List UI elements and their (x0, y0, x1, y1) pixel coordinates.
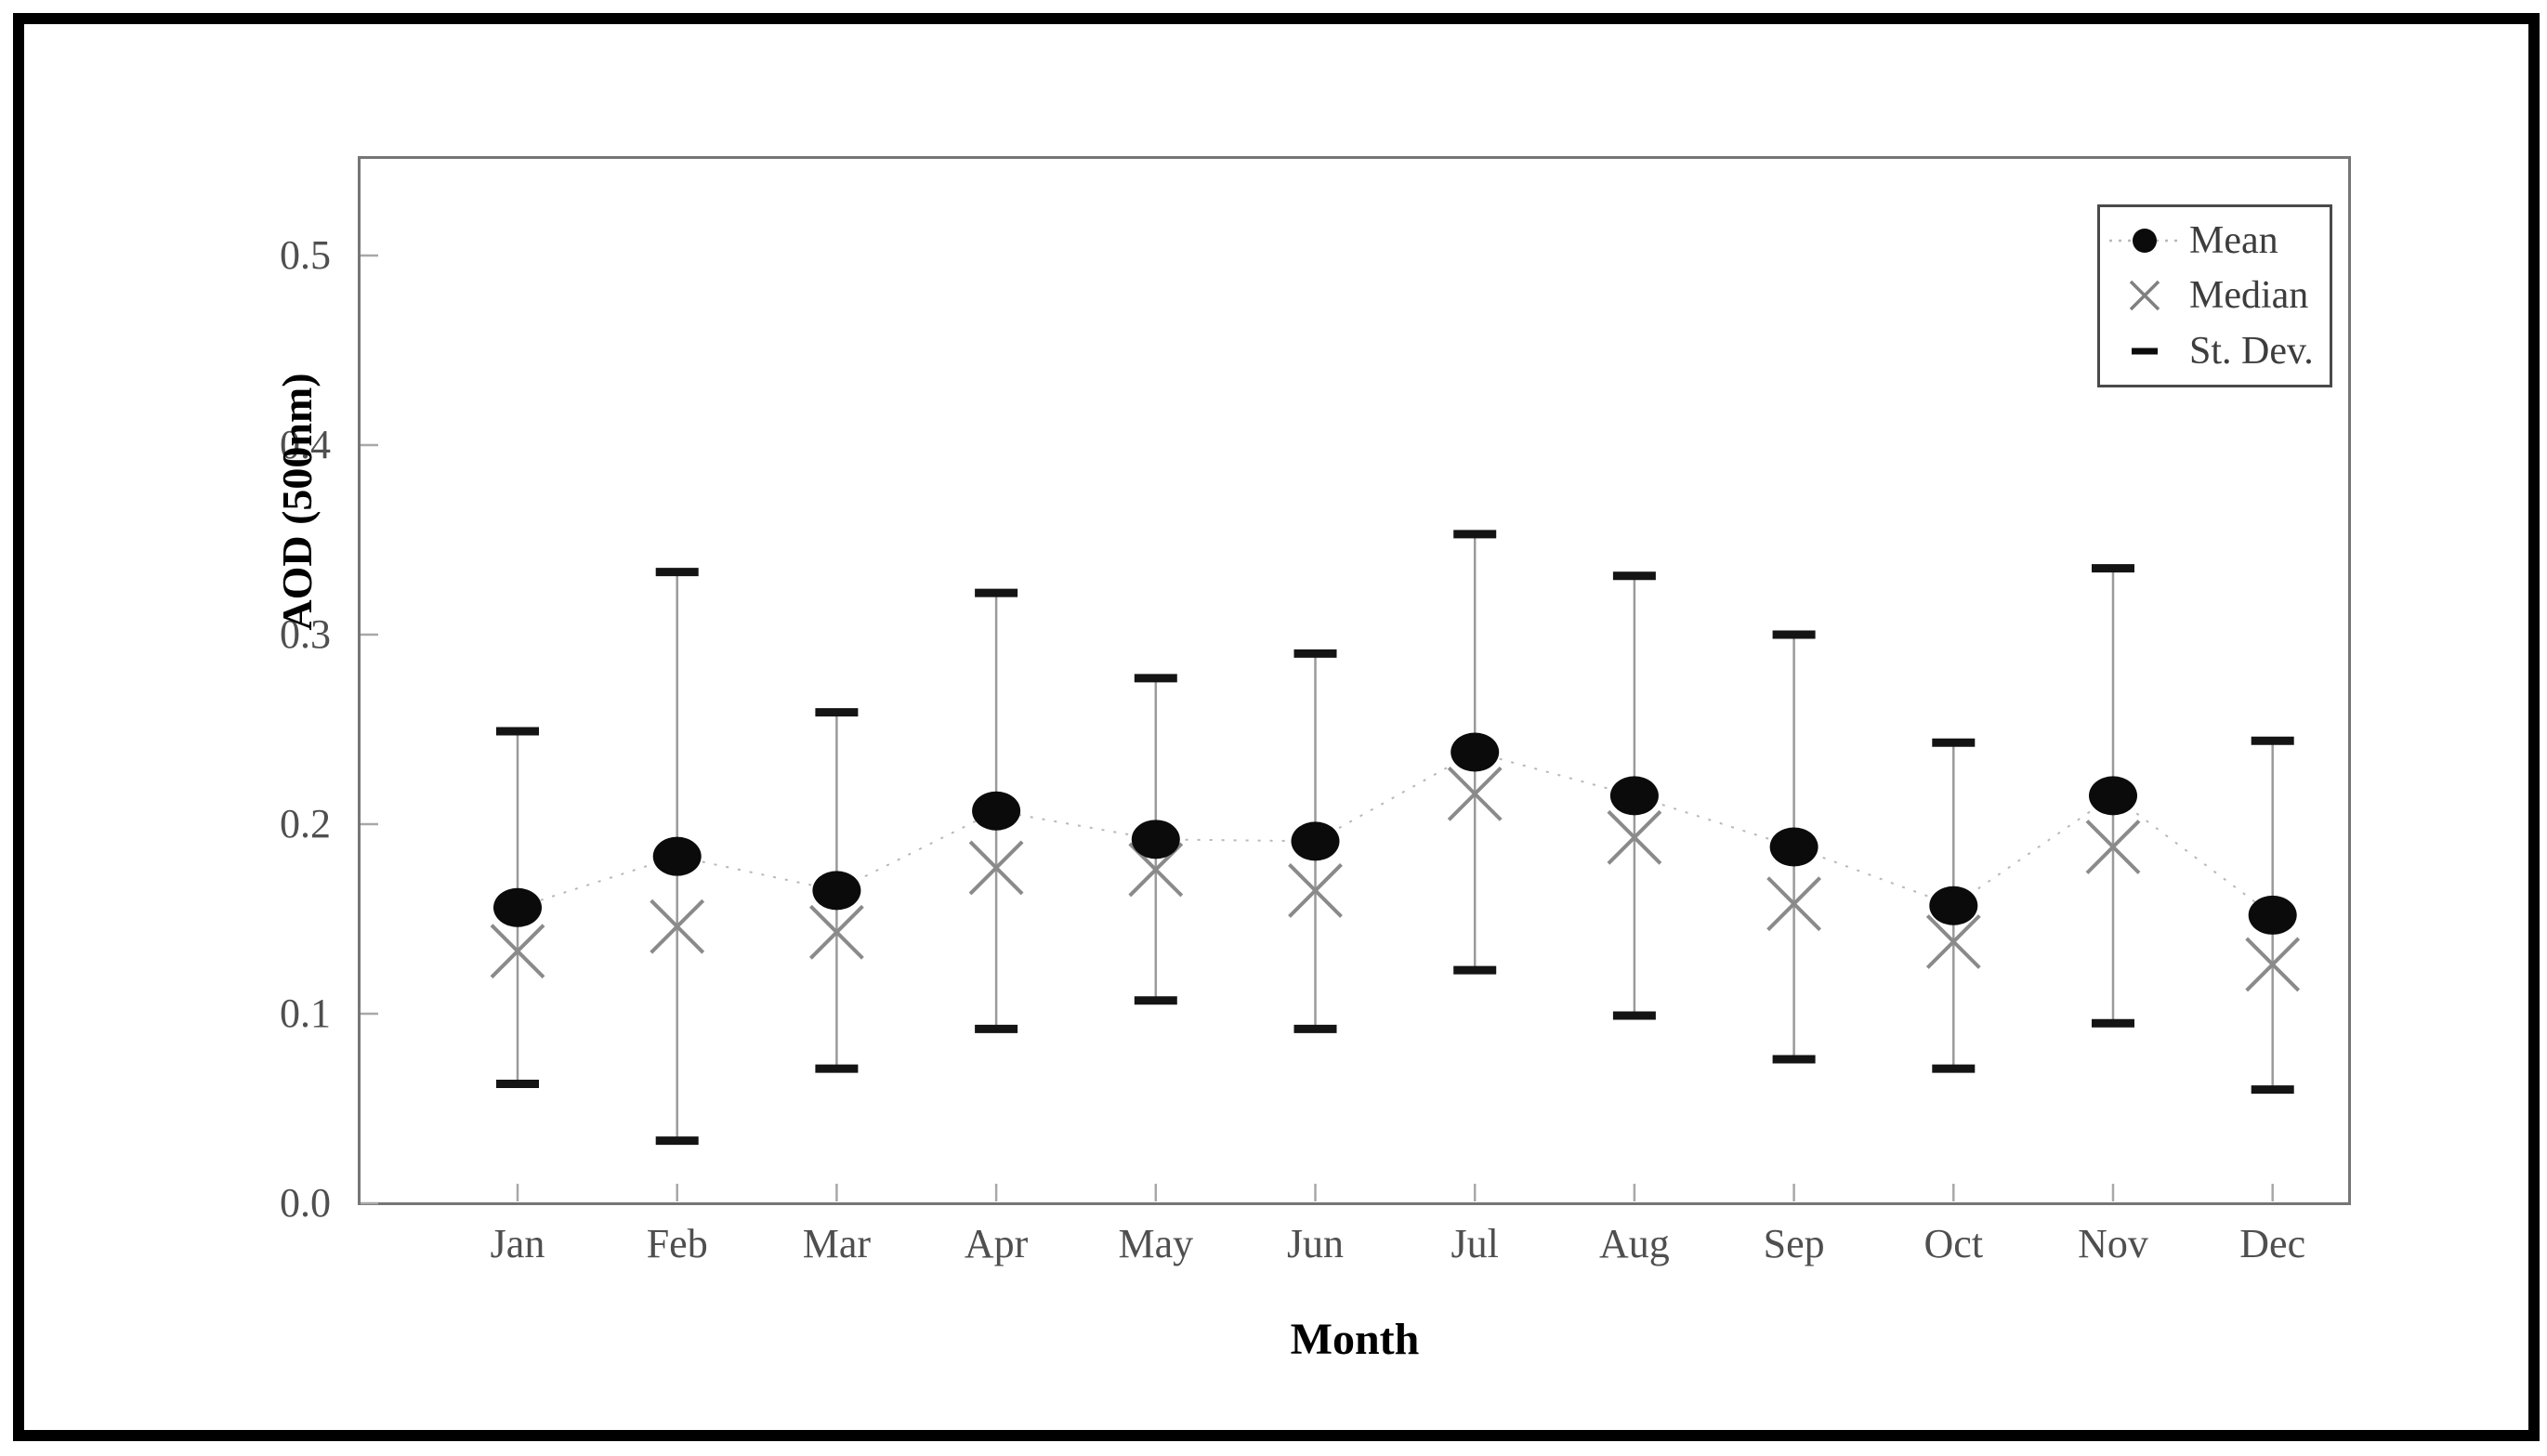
legend-label-stdev: St. Dev. (2189, 330, 2314, 374)
plot-area (358, 156, 2351, 1205)
median-marker-mar (808, 904, 864, 960)
median-legend-icon (2100, 278, 2189, 313)
median-marker-nov (2085, 820, 2141, 874)
mean-marker-sep (1769, 827, 1818, 867)
legend-row-median: Median (2100, 269, 2330, 322)
mean-marker-nov (2089, 776, 2137, 816)
mean-marker-feb (652, 836, 702, 876)
median-marker-aug (1607, 809, 1662, 865)
mean-marker-jul (1451, 732, 1500, 772)
legend-label-median: Median (2189, 274, 2309, 318)
mean-marker-mar (812, 871, 861, 911)
median-marker-oct (1925, 914, 1981, 969)
median-marker-jan (490, 924, 545, 979)
mean-marker-jun (1291, 821, 1340, 861)
mean-connector-line (517, 751, 2274, 916)
median-marker-apr (968, 840, 1024, 896)
legend-box: Mean Median St. Dev. (2097, 204, 2332, 387)
mean-marker-dec (2248, 895, 2297, 935)
median-marker-jun (1288, 862, 1343, 918)
x-axis-title: Month (1290, 1315, 1420, 1364)
y-axis-title: AOD (500nm) (273, 373, 321, 631)
legend-label-mean: Mean (2189, 218, 2278, 262)
mean-marker-oct (1929, 885, 1978, 925)
mean-marker-apr (972, 791, 1021, 831)
stdev-legend-icon (2100, 345, 2189, 358)
mean-marker-jan (493, 887, 542, 927)
mean-legend-icon (2100, 227, 2189, 255)
median-marker-jul (1447, 766, 1503, 821)
median-marker-sep (1766, 876, 1822, 932)
mean-marker-may (1131, 820, 1180, 859)
mean-marker-aug (1609, 776, 1659, 816)
median-marker-dec (2245, 937, 2301, 992)
median-marker-feb (650, 899, 705, 954)
legend-row-stdev: St. Dev. (2100, 324, 2330, 378)
legend-row-mean: Mean (2100, 214, 2330, 268)
figure-outer-frame (13, 13, 2540, 1441)
